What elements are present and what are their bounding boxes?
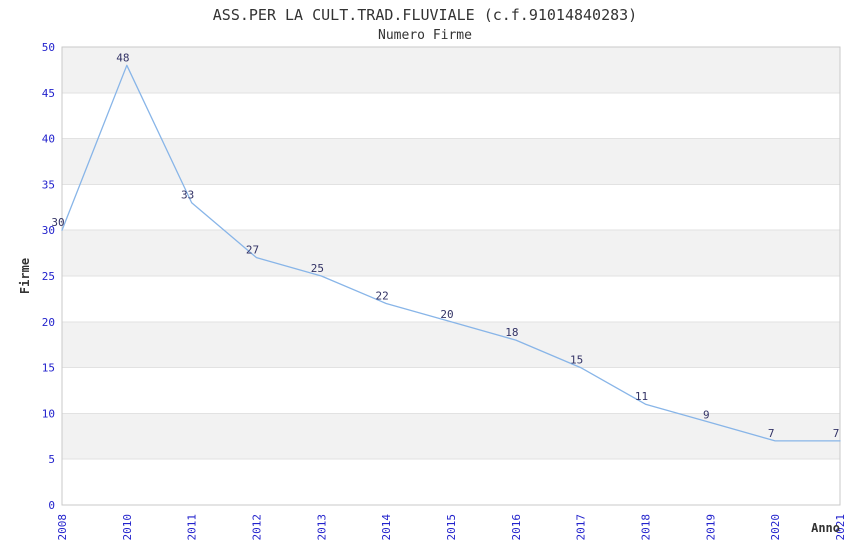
y-tick-label: 10 [42,407,55,420]
y-tick-label: 15 [42,362,55,375]
y-tick-label: 35 [42,178,55,191]
y-tick-label: 0 [48,499,55,512]
y-axis-title: Firme [18,257,32,295]
grid-band [62,321,840,368]
grid-band [62,138,840,185]
y-tick-label: 45 [42,87,55,100]
grid-band [62,459,840,505]
x-tick-label: 2008 [56,514,69,541]
grid-band [62,184,840,231]
data-point-label: 30 [51,216,64,229]
chart-subtitle: Numero Firme [378,28,472,43]
x-tick-label: 2012 [251,514,264,541]
data-line [61,64,841,442]
x-tick-label: 2013 [315,514,328,541]
data-point-label: 15 [570,354,583,367]
chart-title: ASS.PER LA CULT.TRAD.FLUVIALE (c.f.91014… [212,6,638,24]
y-tick-label: 25 [42,270,55,283]
data-point-label: 11 [635,390,648,403]
x-tick-label: 2014 [380,514,393,541]
x-tick-label: 2015 [445,514,458,541]
x-tick-label: 2016 [510,514,523,541]
data-point-label: 27 [246,244,259,257]
data-point-label: 7 [833,427,840,440]
y-tick-label: 30 [42,224,55,237]
x-tick-label: 2017 [575,514,588,541]
grid-band [62,413,840,460]
data-point-label: 18 [505,326,518,339]
data-point-label: 22 [376,289,389,302]
plot-border [61,46,841,506]
grid-band [62,276,840,322]
x-tick-label: 2019 [704,514,717,541]
x-tick-label: 2021 [834,514,847,541]
data-point-label: 33 [181,189,194,202]
x-tick-label: 2010 [121,514,134,541]
grid-band [62,47,840,93]
data-point-label: 7 [768,427,775,440]
data-point-label: 25 [311,262,324,275]
grid-band [62,367,840,414]
data-point-label: 20 [440,308,453,321]
x-tick-label: 2020 [769,514,782,541]
data-point-label: 48 [116,51,129,64]
y-tick-label: 5 [48,453,55,466]
y-tick-label: 20 [42,316,55,329]
data-point-label: 9 [703,409,710,422]
grid-band [62,92,840,139]
y-tick-label: 50 [42,41,55,54]
x-tick-label: 2011 [186,514,199,541]
grid-band [62,230,840,276]
y-tick-label: 40 [42,133,55,146]
x-axis-title: Anno [811,521,840,535]
x-tick-label: 2018 [640,514,653,541]
